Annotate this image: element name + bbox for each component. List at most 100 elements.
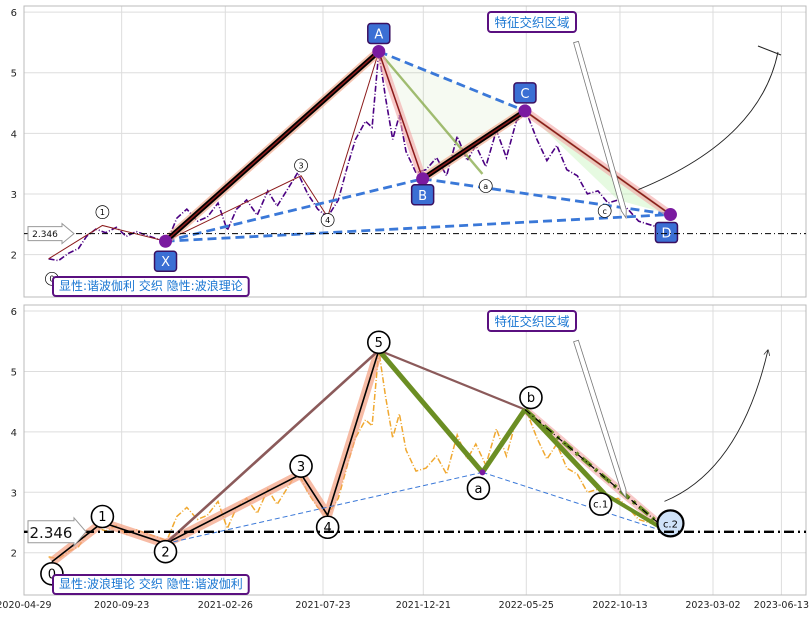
bottom-wave-label-c-1-circle (588, 492, 613, 516)
top-impulse-leg-core-0 (165, 50, 380, 242)
x-tick-label-0: 2020-04-29 (0, 600, 52, 611)
bottom-wave-5-a-line (376, 348, 485, 474)
bottom-2-a-dashed (165, 471, 483, 545)
bottom-wave-label-4-text: 4 (323, 521, 331, 536)
bottom-plot-frame (23, 304, 807, 596)
bottom-reference-arrow-icon (27, 516, 87, 548)
bottom-wave-2-5-line (164, 349, 380, 545)
top-curved-arrow-icon (638, 51, 779, 190)
bottom-wave-label-2-text: 2 (161, 545, 169, 560)
bottom-zone-pointer-arrow (573, 339, 627, 500)
top-wave-label-0-text: 0 (49, 275, 54, 284)
x-tick-label-8: 2023-06-13 (754, 600, 809, 611)
bottom-wave-label-b-circle (519, 385, 543, 410)
top-xb-projection (165, 177, 423, 243)
top-y-tick-label-1: 3 (11, 190, 17, 201)
bottom-y-tick-label-3: 5 (11, 367, 17, 378)
top-zone-label-box (487, 11, 577, 33)
top-pattern-label-A: A (374, 27, 383, 42)
bottom-wave-label-1-circle (90, 504, 115, 529)
top-zone-pointer-arrow (573, 40, 627, 220)
x-axis: 2020-04-29 2020-09-23 2021-02-26 2021-07-23… (0, 600, 809, 611)
top-pattern-label-C: C (520, 87, 529, 102)
top-wave-label-c-circle (597, 204, 612, 218)
bottom-wave-label-b-text: b (527, 391, 535, 406)
top-wave-label-c-text: c (602, 207, 606, 216)
bottom-wave-5-b-line (378, 349, 526, 411)
top-corrective-leg-1 (524, 110, 671, 216)
x-tick-label-2: 2021-02-26 (198, 600, 253, 611)
top-reference-arrow-icon (27, 222, 75, 245)
x-tick-label-6: 2022-10-13 (592, 600, 647, 611)
bottom-y-tick-label-4: 6 (11, 307, 17, 318)
top-zone-label: 特征交织区域 (494, 15, 569, 30)
top-wave-label-a-circle (478, 179, 493, 193)
top-wave-label-1-circle (95, 205, 110, 219)
bottom-wave-label-c-1-text: c.1 (593, 500, 608, 511)
bottom-y-tick-label-0: 2 (11, 549, 17, 560)
top-caption-text: 显性:谐波伽利 交织 隐性:波浪理论 (59, 278, 243, 293)
top-reference-value-label: 2.346 (32, 230, 58, 240)
bottom-wave-label-3-text: 3 (297, 460, 305, 475)
top-ac-projection (378, 50, 526, 113)
bottom-a-marker (479, 469, 486, 476)
top-price-line (48, 51, 669, 262)
bottom-wave-label-c-2-circle (656, 509, 685, 538)
top-curved-arrow-cap (757, 45, 782, 56)
x-tick-label-7: 2023-03-02 (685, 600, 740, 611)
top-y-tick-label-3: 5 (11, 69, 17, 80)
x-tick-label-3: 2021-07-23 (295, 600, 350, 611)
top-y-tick-label-4: 6 (11, 8, 17, 19)
top-pattern-label-box-A (367, 22, 391, 45)
top-pattern-marker-X (159, 234, 173, 248)
bottom-wave-b-c2-thin (524, 409, 671, 534)
top-pattern-label-box-B (410, 184, 435, 206)
x-tick-label-5: 2022-05-25 (499, 600, 554, 611)
top-wave-label-3-text: 3 (299, 161, 304, 170)
bottom-curved-arrow-icon (664, 350, 768, 502)
bottom-wave-label-2-circle (153, 539, 178, 564)
top-corrective-leg-0 (378, 51, 424, 180)
top-wave-label-1-text: 1 (100, 208, 105, 217)
top-impulse-leg-core-1 (422, 110, 526, 180)
top-pattern-label-box-D (654, 221, 679, 244)
top-caption-box (52, 276, 250, 297)
bottom-wave-a-b-line (480, 408, 528, 474)
bottom-wave-label-c-2-text: c.2 (663, 519, 678, 530)
top-pattern-marker-B (416, 172, 430, 186)
top-wave-label-a-text: a (483, 182, 488, 191)
x-tick-label-4: 2021-12-21 (396, 600, 451, 611)
top-wave-label-3-circle (294, 158, 308, 173)
bottom-wave-label-1-text: 1 (98, 510, 106, 525)
bottom-y-tick-label-2: 4 (11, 428, 17, 439)
bottom-wave-b-c1-line (523, 407, 607, 496)
bottom-wave-label-5-text: 5 (375, 336, 383, 351)
bottom-zone-label-box (487, 310, 577, 332)
bottom-caption-text: 显性:波浪理论 交织 隐性:谐波伽利 (59, 576, 243, 591)
bottom-impulse-line (51, 350, 380, 563)
top-y-tick-label-0: 2 (11, 251, 17, 262)
top-pattern-label-X: X (161, 255, 170, 270)
top-pattern-label-box-C (513, 82, 537, 104)
bottom-wave-label-3-circle (289, 454, 313, 478)
bottom-wave-label-5-circle (366, 330, 391, 355)
bottom-zone-label: 特征交织区域 (494, 314, 569, 329)
top-wave-zigzag (48, 51, 380, 260)
bottom-wave-label-a-text: a (474, 482, 482, 497)
top-pattern-marker-C (518, 104, 532, 118)
top-pattern-marker-A (372, 44, 386, 58)
bottom-wave-label-a-circle (466, 476, 491, 501)
x-tick-label-1: 2020-09-23 (94, 600, 149, 611)
top-pattern-label-box-X (153, 250, 178, 272)
bottom-wave-label-0-text: 0 (48, 567, 56, 582)
top-xd-projection (165, 213, 671, 243)
top-pattern-marker-D (663, 208, 677, 222)
top-wave-label-4-text: 4 (325, 216, 330, 225)
top-pattern-label-B: B (418, 189, 427, 204)
bottom-a-c2-dashed (482, 471, 671, 534)
bottom-plot-border (23, 304, 807, 596)
